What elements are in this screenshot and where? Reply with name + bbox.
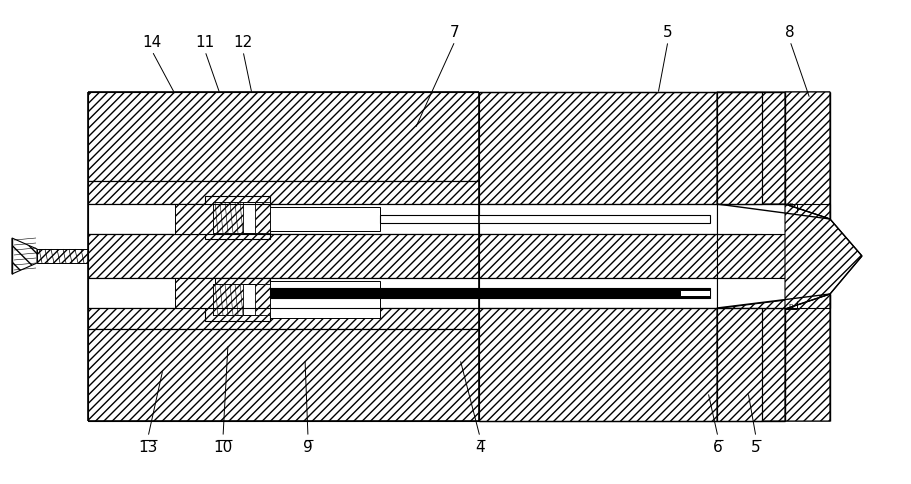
Bar [479, 205, 717, 235]
Text: 13: 13 [138, 439, 158, 454]
Polygon shape [213, 203, 243, 233]
Bar [479, 278, 717, 308]
Bar [88, 205, 479, 235]
Bar [213, 285, 262, 316]
Text: n: n [788, 302, 793, 308]
Text: 6: 6 [713, 439, 722, 454]
Polygon shape [717, 93, 830, 220]
Polygon shape [88, 93, 479, 182]
Text: 4: 4 [476, 439, 485, 454]
Text: 12: 12 [233, 35, 252, 50]
Polygon shape [12, 239, 37, 274]
Text: 5: 5 [752, 439, 761, 454]
Polygon shape [479, 93, 717, 205]
Bar [270, 288, 710, 298]
Bar [270, 208, 380, 231]
Bar [380, 215, 710, 224]
Polygon shape [717, 205, 830, 220]
Polygon shape [717, 93, 762, 205]
Text: 5: 5 [663, 25, 673, 40]
Bar [270, 296, 380, 302]
Polygon shape [717, 294, 830, 308]
Polygon shape [717, 294, 830, 421]
Text: 10: 10 [213, 439, 232, 454]
Polygon shape [205, 197, 270, 240]
Bar [37, 249, 88, 263]
Polygon shape [785, 93, 830, 220]
Text: 14: 14 [142, 35, 161, 50]
Polygon shape [175, 205, 215, 235]
Polygon shape [255, 285, 270, 316]
Text: n: n [788, 201, 793, 208]
Text: 9: 9 [303, 439, 312, 454]
Polygon shape [175, 278, 215, 308]
Polygon shape [717, 308, 762, 421]
Bar [680, 290, 710, 296]
Bar [717, 278, 830, 308]
Polygon shape [479, 308, 717, 421]
Polygon shape [205, 278, 270, 321]
Text: 8: 8 [785, 25, 794, 40]
Polygon shape [255, 203, 270, 233]
Bar [717, 205, 830, 235]
Polygon shape [213, 285, 243, 316]
Polygon shape [785, 294, 830, 421]
Polygon shape [88, 182, 479, 205]
Bar [88, 278, 479, 308]
Bar [213, 203, 262, 233]
Polygon shape [717, 235, 830, 278]
Text: 7: 7 [450, 25, 460, 40]
Bar [270, 281, 380, 318]
Polygon shape [88, 329, 479, 421]
Polygon shape [88, 235, 479, 278]
Polygon shape [88, 308, 479, 329]
Text: 11: 11 [195, 35, 215, 50]
Polygon shape [479, 235, 717, 278]
Polygon shape [785, 205, 862, 309]
